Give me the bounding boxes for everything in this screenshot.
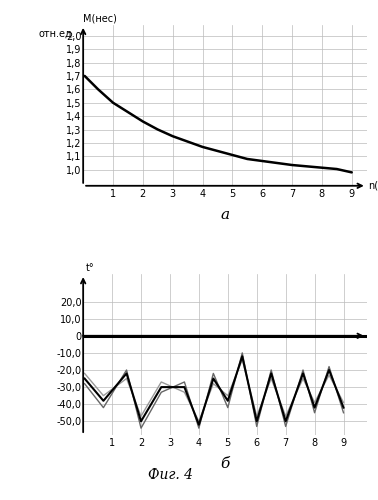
Text: отн.ед.: отн.ед. bbox=[39, 29, 75, 39]
Text: Фиг. 4: Фиг. 4 bbox=[147, 468, 193, 482]
Text: б: б bbox=[220, 457, 229, 471]
Text: a: a bbox=[220, 208, 229, 222]
Text: M(нес): M(нес) bbox=[83, 14, 117, 24]
Text: n(циклов): n(циклов) bbox=[368, 181, 378, 191]
Text: t°: t° bbox=[86, 264, 94, 274]
